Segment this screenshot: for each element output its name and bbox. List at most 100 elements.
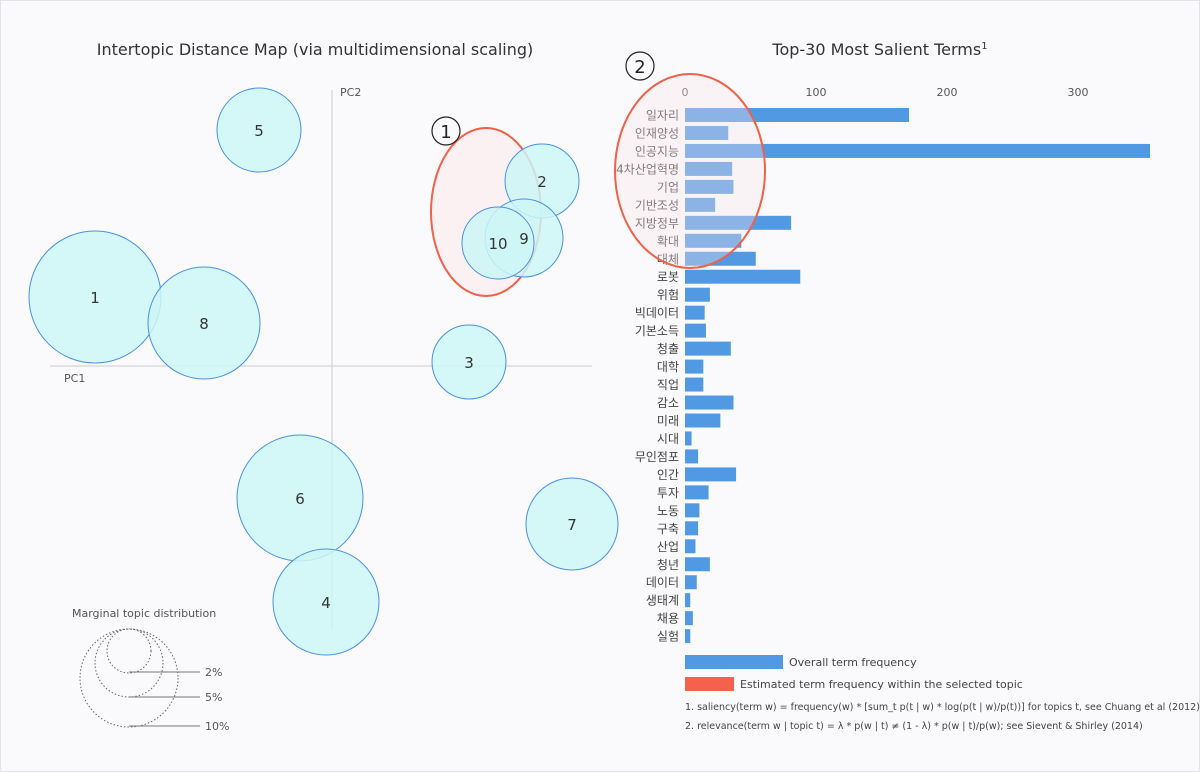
bar-위험[interactable] [685,287,710,302]
x-tick-200: 200 [937,86,958,99]
legend-circle-10pct [79,628,179,728]
bar-산업[interactable] [685,539,696,554]
bar-노동[interactable] [685,503,700,518]
term-label-청출[interactable]: 청출 [657,342,679,356]
bar-인재양성[interactable] [685,125,729,140]
term-label-인재양성[interactable]: 인재양성 [635,126,679,140]
bar-무인점포[interactable] [685,449,699,464]
annotation-2-text: 2 [634,57,645,78]
title-superscript: 1 [981,41,987,52]
x-tick-300: 300 [1068,86,1089,99]
bar-빅데이터[interactable] [685,305,705,320]
term-label-채용[interactable]: 채용 [657,612,679,626]
term-label-일자리[interactable]: 일자리 [646,109,679,123]
bar-청출[interactable] [685,341,731,356]
bar-로봇[interactable] [685,269,801,284]
term-label-기업[interactable]: 기업 [657,180,679,194]
topic-bubble-3[interactable] [431,324,507,400]
term-label-무인점포[interactable]: 무인점포 [635,450,679,464]
term-label-데이터[interactable]: 데이터 [646,576,679,590]
term-label-대체[interactable]: 대체 [657,252,679,266]
topic-bubble-10[interactable] [461,206,535,280]
topic-label-6: 6 [295,490,305,508]
term-label-확대[interactable]: 확대 [657,234,679,248]
term-label-미래[interactable]: 미래 [657,414,679,428]
bar-채용[interactable] [685,611,693,626]
topic-bubble-8[interactable] [147,266,261,380]
annotation-marker-1 [431,116,461,146]
bar-인공지능[interactable] [685,143,1151,158]
topic-label-10: 10 [488,235,507,253]
bar-미래[interactable] [685,413,721,428]
term-label-산업[interactable]: 산업 [657,540,679,554]
legend-circle-2pct [106,628,152,674]
salient-terms-title-text: Top-30 Most Salient Terms [771,40,981,59]
highlight-ellipse-terms [614,73,766,269]
bar-대학[interactable] [685,359,704,374]
bar-지방정부[interactable] [685,215,792,230]
term-label-실험[interactable]: 실험 [657,630,679,644]
topic-label-8: 8 [199,315,209,333]
topic-bubble-4[interactable] [272,548,380,656]
term-label-인간[interactable]: 인간 [657,468,679,482]
annotation-marker-2 [625,51,655,81]
topic-label-5: 5 [254,122,264,140]
marginal-legend: Marginal topic distribution 2% 5% 10% [72,607,229,733]
pc1-label: PC1 [64,372,85,385]
bar-직업[interactable] [685,377,704,392]
term-label-생태계[interactable]: 생태계 [646,594,679,608]
topic-label-1: 1 [90,289,100,307]
term-label-위험[interactable]: 위험 [657,288,679,302]
bar-4차산업혁명[interactable] [685,161,733,176]
term-label-직업[interactable]: 직업 [657,378,679,392]
x-tick-0: 0 [682,86,689,99]
legend-label-5pct: 5% [205,691,222,704]
term-label-구축[interactable]: 구축 [657,522,679,536]
term-label-시대[interactable]: 시대 [657,432,679,446]
term-label-기반조성[interactable]: 기반조성 [635,198,679,212]
marginal-legend-title: Marginal topic distribution [72,607,216,620]
legend-label-10pct: 10% [205,720,229,733]
topic-label-7: 7 [567,516,577,534]
bar-일자리[interactable] [685,108,910,122]
bar-투자[interactable] [685,485,709,500]
term-label-인공지능[interactable]: 인공지능 [635,144,679,158]
legend-topic-label: Estimated term frequency within the sele… [740,678,1023,691]
bar-기반조성[interactable] [685,197,716,212]
bar-확대[interactable] [685,233,742,248]
bar-생태계[interactable] [685,593,691,608]
term-label-노동[interactable]: 노동 [657,504,679,518]
x-tick-100: 100 [806,86,827,99]
topic-bubble-7[interactable] [525,477,619,571]
bar-기업[interactable] [685,179,734,194]
term-label-로봇[interactable]: 로봇 [657,270,679,284]
bar-기본소득[interactable] [685,323,706,338]
salient-terms-title: Top-30 Most Salient Terms1 [771,40,987,59]
term-label-지방정부[interactable]: 지방정부 [635,216,679,230]
term-label-빅데이터[interactable]: 빅데이터 [635,306,679,320]
topic-bubble-5[interactable] [216,87,302,173]
legend-label-2pct: 2% [205,666,222,679]
term-label-대학[interactable]: 대학 [657,360,679,374]
annotation-1-text: 1 [440,122,451,143]
term-label-투자[interactable]: 투자 [657,486,679,500]
bar-구축[interactable] [685,521,699,536]
pc2-label: PC2 [340,86,361,99]
topic-label-9: 9 [519,230,529,248]
term-label-4차산업혁명[interactable]: 4차산업혁명 [616,162,679,176]
legend-overall-swatch [685,655,783,669]
intertopic-map-title: Intertopic Distance Map (via multidimens… [97,40,534,59]
term-label-청년[interactable]: 청년 [657,558,679,572]
bar-시대[interactable] [685,431,692,446]
legend-overall-label: Overall term frequency [789,656,917,669]
bar-인간[interactable] [685,467,737,482]
term-label-기본소득[interactable]: 기본소득 [635,324,679,338]
bar-실험[interactable] [685,629,691,644]
bar-데이터[interactable] [685,575,697,590]
bar-감소[interactable] [685,395,734,410]
term-label-감소[interactable]: 감소 [657,396,679,410]
topic-label-2: 2 [537,173,547,191]
footnote-saliency: 1. saliency(term w) = frequency(w) * [su… [685,702,1200,713]
bar-청년[interactable] [685,557,710,572]
